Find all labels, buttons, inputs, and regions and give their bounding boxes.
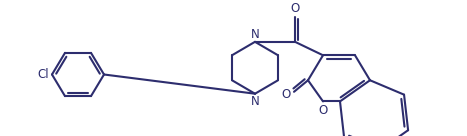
Text: O: O	[290, 2, 300, 15]
Text: N: N	[251, 28, 259, 41]
Text: Cl: Cl	[37, 68, 49, 81]
Text: N: N	[251, 95, 259, 108]
Text: O: O	[318, 104, 328, 117]
Text: O: O	[282, 88, 291, 101]
